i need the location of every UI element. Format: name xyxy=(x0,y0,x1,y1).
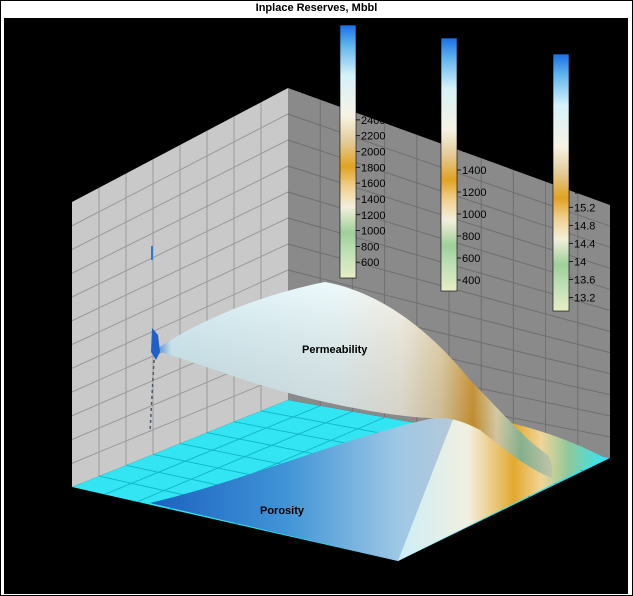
colorbar-tick-label: 17.2 xyxy=(574,112,595,124)
colorbar-tick-label: 13.6 xyxy=(574,274,595,286)
colorbar-tick-label: 1000 xyxy=(462,209,486,221)
colorbar-tick-label: 2000 xyxy=(361,147,385,159)
permeability-surface xyxy=(151,282,553,478)
chart-title: Inplace Reserves, Mbbl xyxy=(255,2,378,14)
colorbar-tick-label: 1000 xyxy=(361,226,385,238)
colorbar-tick-label: 1200 xyxy=(462,187,486,199)
porosity-label: Porosity xyxy=(260,505,305,517)
colorbar-tick-label: 3000 xyxy=(361,67,385,79)
colorbar-tick-label: 800 xyxy=(462,231,480,243)
colorbar-tick-label: 1400 xyxy=(462,165,486,177)
colorbar-tick-label: 1600 xyxy=(361,178,385,190)
permeability-label: Permeability xyxy=(302,344,368,356)
colorbar-tick-label: 14.8 xyxy=(574,220,595,232)
colorbar-tick-label: 600 xyxy=(462,253,480,265)
colorbar-tick-label: 17.6 xyxy=(574,94,595,106)
surface-drop-line xyxy=(149,359,155,433)
colorbar-reserves: 3200 3000 2800 2600 2400 2200 2000 1800 1600 1400… xyxy=(339,24,385,279)
back-wall-left xyxy=(71,88,289,487)
colorbar-tick-label: 1800 xyxy=(462,121,486,133)
colorbar-tick-label: 15.6 xyxy=(574,184,595,196)
colorbar-tick-label: 2600 xyxy=(361,99,385,111)
colorbar-tick-label: 14 xyxy=(574,256,586,268)
colorbar-tick-label: 14.4 xyxy=(574,238,595,250)
colorbar-tick-label: 1200 xyxy=(361,210,385,222)
colorbar-tick-label: 400 xyxy=(462,275,480,287)
colorbar-tick-label: 2000 xyxy=(462,99,486,111)
colorbar-porosity: 17.6 17.2 16.8 16.4 16 15.6 15.2 14.8 14.4 14 13.6… xyxy=(552,53,595,312)
colorbar-tick-label: 16 xyxy=(574,166,586,178)
porosity-surface xyxy=(150,414,605,561)
colorbar-tick-label: 16.8 xyxy=(574,130,595,142)
colorbar-tick-label: 1400 xyxy=(361,194,385,206)
colorbar-permeability-title: Permeability xyxy=(440,20,506,32)
surface-spike xyxy=(151,246,153,260)
colorbar-tick-label: 600 xyxy=(361,257,379,269)
colorbar-tick-label: 1800 xyxy=(361,162,385,174)
colorbar-tick-label: 3200 xyxy=(361,52,385,64)
colorbar-tick-label: 13.2 xyxy=(574,292,595,304)
colorbar-tick-label: 15.2 xyxy=(574,202,595,214)
colorbar-tick-label: 2800 xyxy=(361,83,385,95)
colorbar-tick-label: 2200 xyxy=(361,131,385,143)
colorbar-tick-label: 2400 xyxy=(361,115,385,127)
colorbar-permeability: Permeability 2000 1800 1600 1400 1200 1000 800… xyxy=(440,20,506,292)
colorbar-tick-label: 16.4 xyxy=(574,148,595,160)
colorbar-tick-label: 1600 xyxy=(462,143,486,155)
colorbar-tick-label: 800 xyxy=(361,241,379,253)
